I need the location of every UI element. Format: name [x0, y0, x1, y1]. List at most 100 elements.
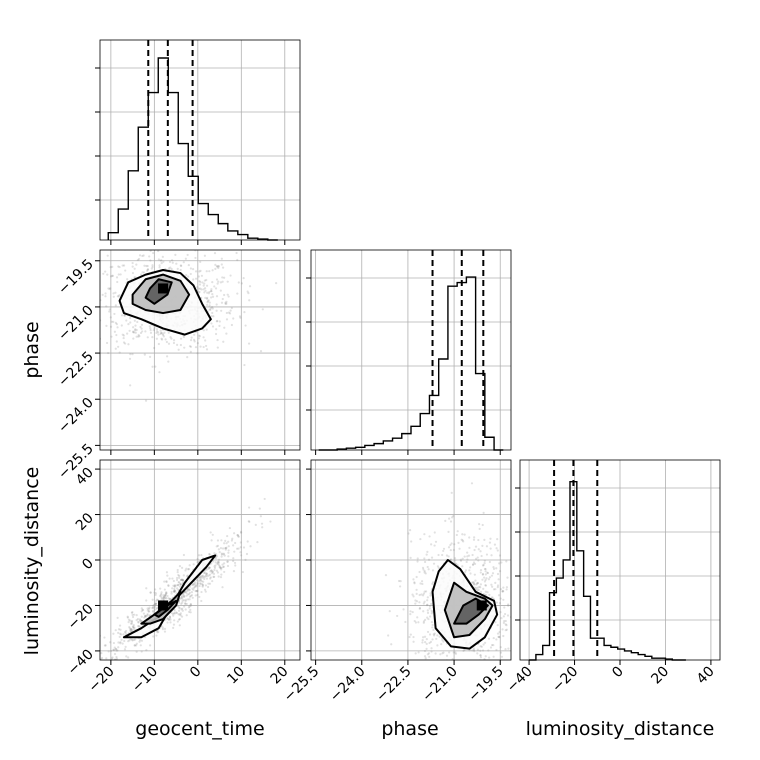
sample-point [193, 340, 196, 343]
sample-point [168, 615, 172, 619]
sample-point [138, 640, 141, 643]
sample-point [108, 308, 111, 311]
sample-point [223, 326, 226, 329]
sample-point [247, 342, 251, 345]
sample-point [205, 303, 209, 307]
sample-point [189, 603, 193, 606]
sample-point [164, 595, 167, 598]
sample-point [206, 291, 209, 294]
sample-point [506, 614, 510, 617]
sample-point [176, 571, 179, 574]
sample-point [224, 301, 227, 304]
sample-point [148, 255, 151, 258]
sample-point [387, 634, 390, 637]
sample-point [483, 658, 486, 660]
sample-point [473, 562, 477, 566]
sample-point [152, 251, 155, 255]
sample-point [188, 564, 191, 567]
sample-point [118, 265, 121, 269]
sample-point [146, 614, 149, 617]
sample-point [432, 628, 435, 632]
sample-point [175, 592, 178, 595]
sample-point [259, 515, 262, 518]
sample-point [484, 584, 488, 587]
sample-point [119, 641, 122, 644]
sample-point [479, 568, 483, 572]
sample-point [488, 541, 492, 544]
sample-point [195, 584, 198, 587]
sample-point [261, 526, 264, 529]
sample-point [502, 586, 505, 589]
sample-point [193, 245, 195, 247]
sample-point [129, 638, 132, 641]
sample-point [196, 561, 199, 564]
panel-background [311, 250, 511, 450]
sample-point [127, 640, 130, 643]
sample-point [486, 571, 489, 574]
sample-point [216, 319, 219, 323]
sample-point [173, 589, 176, 592]
sample-point [167, 584, 170, 587]
sample-point [388, 610, 391, 613]
sample-point [162, 333, 165, 337]
sample-point [134, 638, 137, 641]
sample-point [431, 582, 434, 585]
sample-point [129, 619, 132, 622]
sample-point [220, 573, 223, 576]
sample-point [114, 291, 117, 294]
sample-point [146, 613, 149, 616]
sample-point [137, 624, 140, 628]
sample-point [227, 540, 230, 543]
sample-point [122, 341, 126, 344]
sample-point [110, 320, 113, 323]
sample-point [115, 323, 118, 326]
sample-point [135, 247, 137, 249]
sample-point [167, 618, 170, 622]
sample-point [112, 641, 115, 645]
sample-point [408, 635, 411, 639]
sample-point [484, 641, 487, 644]
sample-point [164, 593, 167, 596]
sample-point [165, 597, 168, 600]
sample-point [133, 643, 136, 647]
sample-point [180, 578, 183, 581]
sample-point [440, 643, 443, 646]
sample-point [481, 573, 484, 576]
sample-point [426, 653, 429, 656]
sample-point [418, 606, 422, 610]
sample-point [423, 635, 427, 638]
sample-point [119, 273, 122, 276]
sample-point [472, 647, 475, 650]
sample-point [498, 635, 501, 639]
sample-point [230, 539, 234, 542]
sample-point [505, 660, 507, 662]
sample-point [137, 333, 140, 337]
sample-point [490, 583, 493, 586]
sample-point [193, 585, 196, 588]
sample-point [202, 329, 205, 332]
sample-point [129, 622, 133, 625]
sample-point [471, 581, 474, 584]
sample-point [155, 607, 158, 610]
sample-point [502, 590, 505, 593]
sample-point [430, 602, 433, 606]
sample-point [169, 618, 172, 621]
sample-point [81, 685, 83, 687]
sample-point [196, 579, 199, 582]
sample-point [459, 559, 463, 562]
sample-point [434, 652, 437, 655]
sample-point [216, 282, 219, 285]
sample-point [96, 653, 98, 655]
y-tick-label: −22.5 [55, 349, 97, 391]
sample-point [148, 606, 151, 609]
sample-point [187, 263, 190, 267]
sample-point [237, 535, 240, 538]
sample-point [441, 553, 444, 557]
sample-point [132, 326, 135, 329]
sample-point [217, 280, 220, 283]
sample-point [222, 340, 225, 343]
sample-point [428, 535, 431, 538]
sample-point [114, 647, 117, 651]
sample-point [136, 320, 139, 324]
sample-point [472, 648, 476, 651]
